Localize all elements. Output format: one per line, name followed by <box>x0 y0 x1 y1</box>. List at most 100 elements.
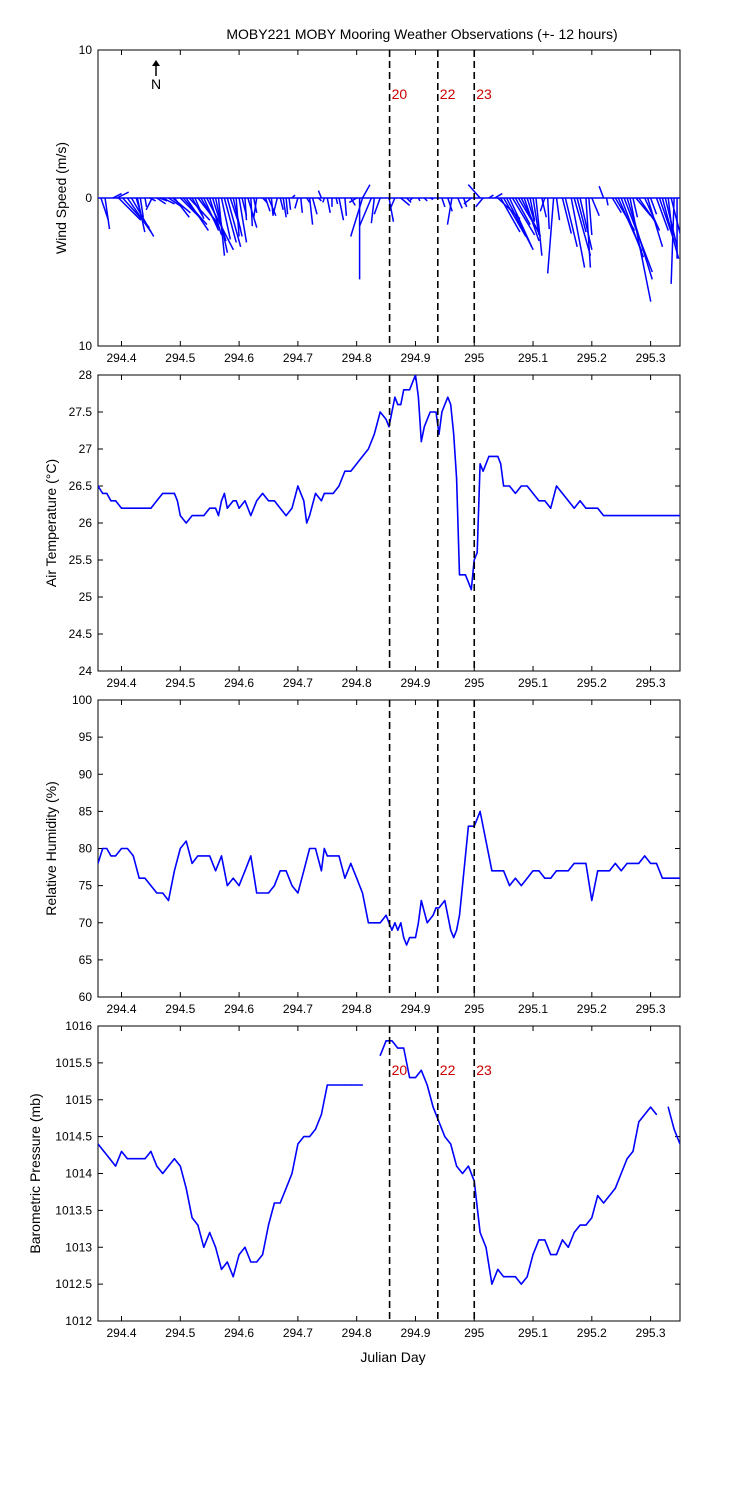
y-tick-label: 80 <box>79 842 93 856</box>
data-point <box>650 1106 652 1108</box>
data-point <box>394 922 396 924</box>
data-point <box>309 847 311 850</box>
data-point <box>508 885 511 887</box>
data-point <box>655 1113 658 1116</box>
data-point <box>614 862 616 864</box>
data-point <box>567 500 569 502</box>
wind-vector <box>338 197 345 221</box>
panel-4: 294.4 294.5 294.6 294.7 294.8 294.9 295 295.1 29… <box>27 1019 681 1340</box>
data-point <box>115 1165 117 1167</box>
data-point <box>250 515 252 517</box>
data-point <box>444 1136 446 1138</box>
data-point <box>156 500 158 502</box>
data-point <box>303 500 305 502</box>
wind-vector <box>638 197 656 223</box>
data-point <box>150 507 152 509</box>
x-tick-label: 294.4 <box>106 676 136 690</box>
data-point <box>391 929 393 931</box>
data-point <box>102 492 104 494</box>
wind-vector <box>611 197 622 214</box>
data-point <box>585 1224 587 1226</box>
event-marker-label: 20 <box>392 86 408 102</box>
data-point <box>250 1261 252 1263</box>
data-point <box>479 810 481 812</box>
data-point <box>144 507 146 509</box>
data-point <box>238 507 240 509</box>
wind-vector <box>541 197 548 218</box>
data-point <box>356 463 358 465</box>
data-point <box>456 929 458 931</box>
data-point <box>579 862 581 864</box>
data-point <box>488 455 490 457</box>
wind-vector <box>373 197 381 215</box>
wind-vector <box>322 197 326 203</box>
data-point <box>273 500 275 502</box>
wind-vector <box>173 197 190 218</box>
data-point <box>173 492 176 494</box>
data-point <box>344 877 346 879</box>
data-point <box>532 492 534 494</box>
wind-vector <box>264 197 271 212</box>
data-point <box>420 1069 422 1071</box>
data-point <box>220 1268 223 1270</box>
y-tick-label: 24.5 <box>69 627 93 641</box>
wind-vector <box>244 197 248 221</box>
wind-vector <box>546 197 550 230</box>
wind-vector <box>488 194 494 199</box>
data-point <box>338 855 340 857</box>
wind-vector <box>570 197 586 268</box>
data-point <box>467 825 469 827</box>
data-point <box>479 463 481 465</box>
data-point <box>379 1054 381 1057</box>
data-point <box>667 1106 669 1108</box>
data-point <box>458 574 461 576</box>
data-point <box>144 877 146 879</box>
data-point <box>555 485 558 487</box>
data-point <box>655 862 658 864</box>
data-point <box>285 515 287 517</box>
data-point <box>632 862 634 864</box>
data-point <box>306 522 308 524</box>
data-point <box>561 870 564 872</box>
data-point <box>661 515 663 517</box>
wind-vector <box>220 197 232 240</box>
data-point <box>106 847 108 850</box>
x-tick-label: 295 <box>464 351 484 365</box>
data-point <box>638 862 640 864</box>
data-point <box>115 855 117 857</box>
wind-vector <box>348 197 358 204</box>
data-point <box>602 870 605 872</box>
x-tick-label: 294.7 <box>283 676 313 690</box>
y-tick-label: 1013.5 <box>55 1203 92 1217</box>
data-point <box>408 937 411 939</box>
data-point <box>561 1239 564 1241</box>
wind-vector <box>523 197 540 242</box>
data-point <box>447 396 449 398</box>
data-point <box>209 855 211 857</box>
wind-vector <box>136 197 146 233</box>
data-point <box>497 455 499 457</box>
wind-vector <box>326 197 331 213</box>
data-point <box>267 500 270 502</box>
wind-vector <box>632 197 639 218</box>
y-tick-label: 70 <box>79 916 93 930</box>
data-point <box>217 515 220 517</box>
data-point <box>591 1217 593 1219</box>
data-point <box>379 922 381 924</box>
data-point <box>435 411 437 413</box>
data-point <box>209 507 211 509</box>
data-point <box>456 478 458 480</box>
x-axis-label: Julian Day <box>360 1349 425 1365</box>
wind-vector <box>463 197 472 205</box>
data-point <box>338 485 340 487</box>
plot-data <box>98 1040 680 1285</box>
data-point <box>567 1246 569 1248</box>
data-point <box>550 507 552 509</box>
wind-vector <box>389 197 396 209</box>
data-point <box>314 847 317 850</box>
data-point <box>550 1254 552 1256</box>
data-point <box>491 870 493 872</box>
wind-vector <box>447 197 453 212</box>
north-label: N <box>151 76 161 92</box>
wind-vector <box>417 197 421 202</box>
